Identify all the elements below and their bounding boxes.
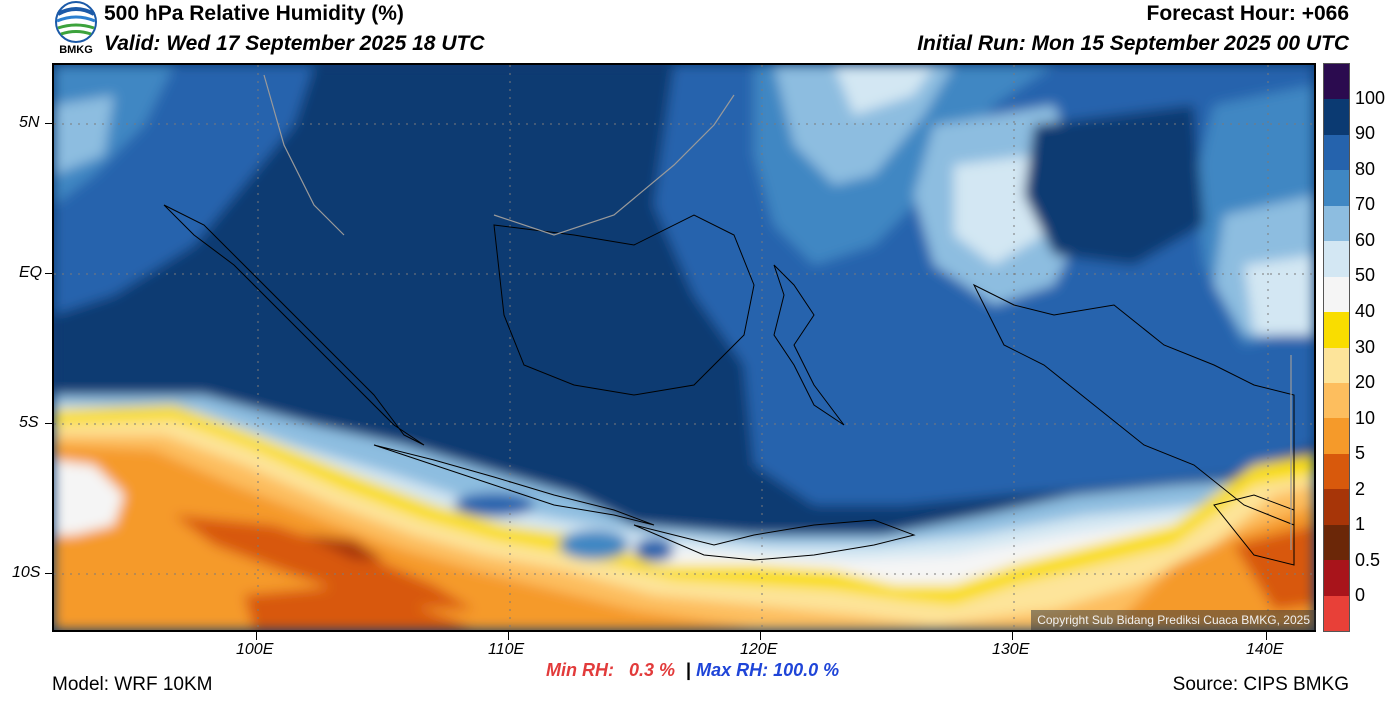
colorbar-segment [1324, 453, 1349, 490]
colorbar-label: 5 [1355, 443, 1366, 464]
graticule [54, 65, 1314, 630]
colorbar-segment [1324, 418, 1349, 454]
lon-label-120e: 120E [740, 641, 778, 658]
lon-label-140e: 140E [1246, 641, 1284, 658]
lat-label-10s: 10S [12, 564, 41, 581]
colorbar-label: 70 [1355, 194, 1376, 215]
colorbar-segment [1324, 134, 1349, 171]
valid-time: Valid: Wed 17 September 2025 18 UTC [104, 32, 485, 55]
colorbar-label: 30 [1355, 336, 1376, 357]
colorbar-label: 10 [1355, 407, 1376, 428]
source-label: Source: CIPS BMKG [1172, 674, 1349, 695]
max-rh-value: 100.0 % [773, 660, 840, 680]
colorbar-segment [1324, 382, 1349, 419]
max-rh-label: Max RH: [696, 660, 769, 680]
colorbar-label: 90 [1355, 123, 1376, 144]
colorbar-label: 2 [1355, 478, 1366, 499]
initial-run: Initial Run: Mon 15 September 2025 00 UT… [917, 32, 1349, 55]
model-label: Model: WRF 10KM [52, 674, 213, 695]
logo-text: BMKG [59, 44, 93, 56]
colorbar-segment [1324, 560, 1349, 596]
colorbar-label: 100 [1355, 87, 1386, 108]
rh-range: Min RH: 0.3 % | Max RH: 100.0 % [546, 660, 839, 681]
borders [263, 74, 1292, 550]
lon-label-100e: 100E [236, 641, 274, 658]
colorbar-label: 0 [1355, 585, 1366, 606]
humidity-map[interactable] [52, 63, 1316, 632]
lat-label-eq: EQ [19, 264, 43, 281]
colorbar-label: 1 [1355, 514, 1366, 535]
lon-label-130e: 130E [992, 641, 1030, 658]
colorbar-segment [1324, 524, 1349, 561]
page-title: 500 hPa Relative Humidity (%) [104, 2, 404, 25]
colorbar-label: 20 [1355, 372, 1376, 393]
colorbar-segment [1324, 595, 1349, 631]
colorbar-label: 60 [1355, 229, 1376, 250]
range-separator: | [686, 660, 692, 680]
min-rh-label: Min RH: [546, 660, 614, 680]
copyright-notice: Copyright Sub Bidang Prediksi Cuaca BMKG… [1031, 610, 1316, 630]
bmkg-logo: BMKG [52, 0, 100, 62]
colorbar-segment [1324, 312, 1349, 348]
lat-label-5n: 5N [19, 114, 40, 131]
lon-label-110e: 110E [488, 641, 525, 658]
colorbar-segment [1324, 64, 1349, 100]
colorbar-label: 0.5 [1355, 549, 1381, 570]
colorbar-segment [1324, 489, 1349, 525]
forecast-hour: Forecast Hour: +066 [1146, 2, 1350, 25]
colorbar-label: 50 [1355, 265, 1376, 286]
colorbar-segment [1324, 205, 1349, 242]
colorbar-segment [1324, 276, 1349, 313]
colorbar-label: 40 [1355, 300, 1376, 321]
lat-label-5s: 5S [19, 414, 39, 431]
colorbar-segment [1324, 170, 1349, 206]
coastlines [163, 204, 1295, 566]
bmkg-logo-icon [55, 1, 97, 43]
min-rh-value: 0.3 % [629, 660, 676, 680]
colorbar-segment [1324, 241, 1349, 277]
colorbar [1323, 63, 1350, 632]
colorbar-label: 80 [1355, 158, 1376, 179]
colorbar-segment [1324, 99, 1349, 135]
colorbar-segment [1324, 347, 1349, 383]
